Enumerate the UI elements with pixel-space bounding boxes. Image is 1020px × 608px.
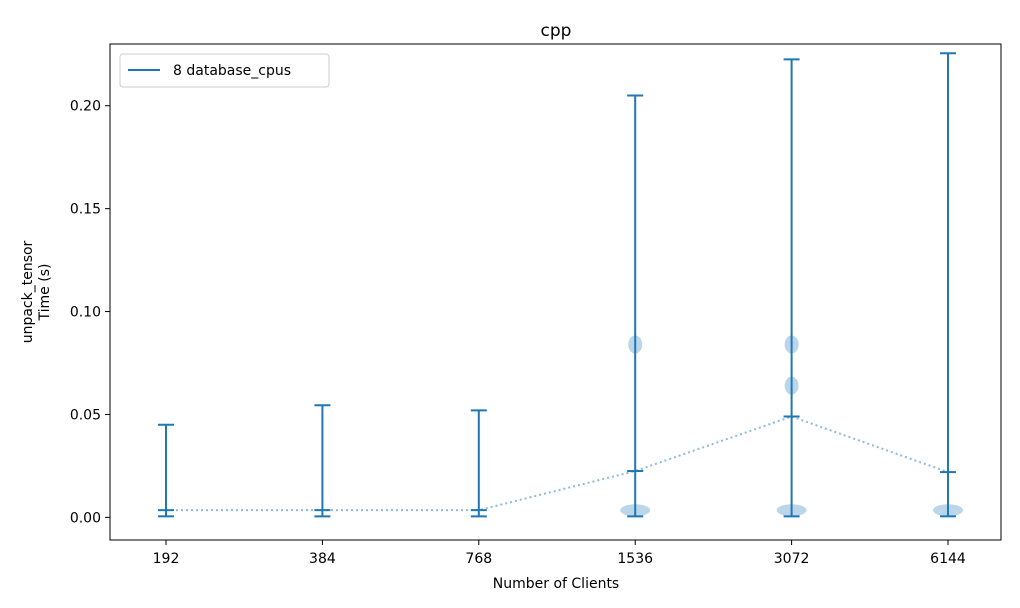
legend-entry-label: 8 database_cpus [173, 63, 291, 79]
legend: 8 database_cpus [119, 53, 330, 88]
violin-3072 [783, 58, 800, 518]
y-tick-label: 0.20 [70, 99, 101, 115]
x-tick-label: 768 [465, 551, 492, 567]
violin-1536 [627, 94, 644, 518]
chart-title: cpp [541, 21, 572, 41]
mean-trend-line [166, 415, 949, 512]
x-tick-label: 192 [153, 551, 180, 567]
y-axis-label-line-2: Time (s) [37, 264, 53, 322]
violin-384 [314, 404, 331, 518]
x-tick-label: 6144 [930, 551, 966, 567]
legend-box [119, 53, 330, 88]
x-axis-label: Number of Clients [493, 576, 619, 592]
violin-768 [470, 409, 487, 518]
x-tick-label: 384 [309, 551, 336, 567]
y-tick-label: 0.05 [70, 407, 101, 423]
y-tick-label: 0.15 [70, 202, 101, 218]
y-tick-label: 0.10 [70, 305, 101, 321]
x-tick-label: 1536 [617, 551, 653, 567]
x-axis: 192 384 768 1536 3072 6144 [153, 540, 966, 567]
plot-frame [109, 43, 1002, 541]
y-tick-label: 0.00 [70, 510, 101, 526]
y-axis: 0.00 0.05 0.10 0.15 0.20 [70, 99, 110, 526]
plot-area [158, 52, 963, 518]
violin-192 [158, 423, 174, 518]
violin-6144 [940, 52, 956, 518]
x-tick-label: 3072 [774, 551, 810, 567]
y-axis-label-line-1: unpack_tensor [20, 240, 36, 343]
